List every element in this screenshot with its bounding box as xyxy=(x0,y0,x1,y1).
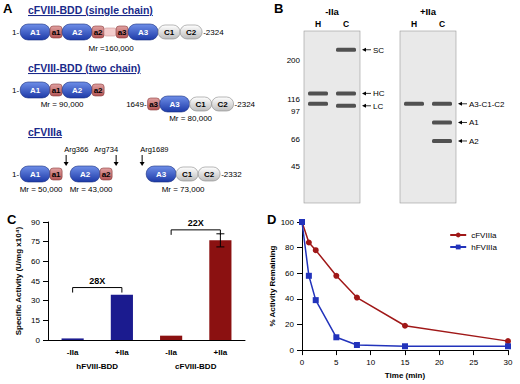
svg-text:C1: C1 xyxy=(182,170,193,179)
svg-text:% Activity Remaining: % Activity Remaining xyxy=(268,245,277,326)
svg-text:a3: a3 xyxy=(118,28,127,37)
svg-text:B: B xyxy=(274,1,283,16)
svg-text:15: 15 xyxy=(401,358,410,367)
svg-text:Time (min): Time (min) xyxy=(385,371,426,380)
svg-text:1-: 1- xyxy=(12,86,19,95)
svg-text:0: 0 xyxy=(290,346,295,355)
svg-text:D: D xyxy=(267,212,276,227)
svg-text:1-: 1- xyxy=(12,170,19,179)
svg-text:97: 97 xyxy=(291,107,300,116)
svg-text:A2: A2 xyxy=(72,28,83,37)
svg-text:1-: 1- xyxy=(12,28,19,37)
svg-text:5: 5 xyxy=(334,358,339,367)
svg-text:60: 60 xyxy=(31,257,40,266)
svg-text:A: A xyxy=(3,1,13,16)
svg-text:a1: a1 xyxy=(52,170,61,179)
svg-text:Specific Activity (U/mg x10⁴): Specific Activity (U/mg x10⁴) xyxy=(14,226,23,335)
svg-text:Mr = 50,000: Mr = 50,000 xyxy=(20,185,63,194)
svg-text:C2: C2 xyxy=(186,28,197,37)
svg-text:22X: 22X xyxy=(188,218,204,228)
svg-text:C: C xyxy=(7,212,17,227)
svg-text:a1: a1 xyxy=(52,86,61,95)
svg-text:-IIa: -IIa xyxy=(67,348,79,357)
svg-text:28X: 28X xyxy=(89,276,105,286)
svg-text:A1: A1 xyxy=(30,28,41,37)
svg-text:15: 15 xyxy=(31,316,40,325)
svg-text:a3: a3 xyxy=(149,100,158,109)
svg-text:A1: A1 xyxy=(30,86,41,95)
svg-text:LC: LC xyxy=(373,102,383,111)
svg-text:A2: A2 xyxy=(469,137,479,146)
svg-text:1649-: 1649- xyxy=(126,100,147,109)
svg-text:a2: a2 xyxy=(94,86,103,95)
svg-text:A3-C1-C2: A3-C1-C2 xyxy=(469,100,505,109)
svg-text:10: 10 xyxy=(366,358,375,367)
svg-text:100: 100 xyxy=(281,218,295,227)
svg-text:SC: SC xyxy=(373,46,384,55)
svg-text:+IIa: +IIa xyxy=(115,348,129,357)
svg-text:Arg1689: Arg1689 xyxy=(140,145,168,154)
svg-text:H: H xyxy=(315,19,321,29)
svg-text:Mr = 73,000: Mr = 73,000 xyxy=(162,185,205,194)
svg-text:-IIa: -IIa xyxy=(325,6,339,17)
svg-text:HC: HC xyxy=(373,89,385,98)
svg-text:A3: A3 xyxy=(169,100,180,109)
svg-text:30: 30 xyxy=(31,296,40,305)
svg-text:A2: A2 xyxy=(80,170,91,179)
svg-text:cFVIIIa: cFVIIIa xyxy=(28,126,62,138)
svg-text:Arg366: Arg366 xyxy=(64,145,88,154)
svg-text:66: 66 xyxy=(291,135,300,144)
svg-text:A1: A1 xyxy=(30,170,41,179)
svg-text:A1: A1 xyxy=(469,118,479,127)
svg-text:Mr =160,000: Mr =160,000 xyxy=(89,44,135,53)
svg-text:C2: C2 xyxy=(204,170,215,179)
svg-text:0: 0 xyxy=(36,336,41,345)
svg-text:20: 20 xyxy=(435,358,444,367)
svg-text:-2324: -2324 xyxy=(203,28,224,37)
svg-text:cFVIII-BDD: cFVIII-BDD xyxy=(175,362,217,371)
svg-text:C: C xyxy=(439,19,445,29)
svg-text:25: 25 xyxy=(469,358,478,367)
svg-text:Mr = 80,000: Mr = 80,000 xyxy=(169,114,212,123)
svg-text:30: 30 xyxy=(504,358,513,367)
svg-text:H: H xyxy=(411,19,417,29)
svg-text:Arg734: Arg734 xyxy=(94,145,118,154)
svg-text:C1: C1 xyxy=(195,100,206,109)
svg-text:80: 80 xyxy=(285,243,294,252)
svg-text:cFVIIIa: cFVIIIa xyxy=(471,231,497,240)
svg-text:+IIa: +IIa xyxy=(214,348,228,357)
svg-text:-2332: -2332 xyxy=(221,170,242,179)
svg-text:A3: A3 xyxy=(156,170,167,179)
svg-text:40: 40 xyxy=(285,294,294,303)
svg-text:A2: A2 xyxy=(72,86,83,95)
svg-text:a2: a2 xyxy=(94,28,103,37)
svg-text:cFVIII-BDD (single chain): cFVIII-BDD (single chain) xyxy=(28,4,153,16)
svg-text:+IIa: +IIa xyxy=(420,6,437,17)
svg-text:45: 45 xyxy=(291,162,300,171)
svg-text:90: 90 xyxy=(31,218,40,227)
svg-text:hFVIII-BDD: hFVIII-BDD xyxy=(76,362,118,371)
svg-text:a2: a2 xyxy=(102,170,111,179)
svg-text:C2: C2 xyxy=(217,100,228,109)
svg-text:60: 60 xyxy=(285,269,294,278)
svg-text:Mr = 90,000: Mr = 90,000 xyxy=(41,100,84,109)
svg-text:Mr = 43,000: Mr = 43,000 xyxy=(70,185,113,194)
svg-text:-2324: -2324 xyxy=(235,100,256,109)
svg-text:0: 0 xyxy=(300,358,305,367)
svg-text:116: 116 xyxy=(287,95,300,104)
svg-text:hFVIIIa: hFVIIIa xyxy=(471,243,497,252)
svg-text:a1: a1 xyxy=(52,28,61,37)
svg-text:A3: A3 xyxy=(138,28,149,37)
svg-text:C: C xyxy=(343,19,349,29)
svg-text:-IIa: -IIa xyxy=(165,348,177,357)
svg-text:45: 45 xyxy=(31,277,40,286)
svg-text:C1: C1 xyxy=(164,28,175,37)
svg-text:200: 200 xyxy=(287,56,301,65)
svg-text:75: 75 xyxy=(31,237,40,246)
svg-text:20: 20 xyxy=(285,320,294,329)
svg-text:cFVIII-BDD (two chain): cFVIII-BDD (two chain) xyxy=(28,62,141,74)
